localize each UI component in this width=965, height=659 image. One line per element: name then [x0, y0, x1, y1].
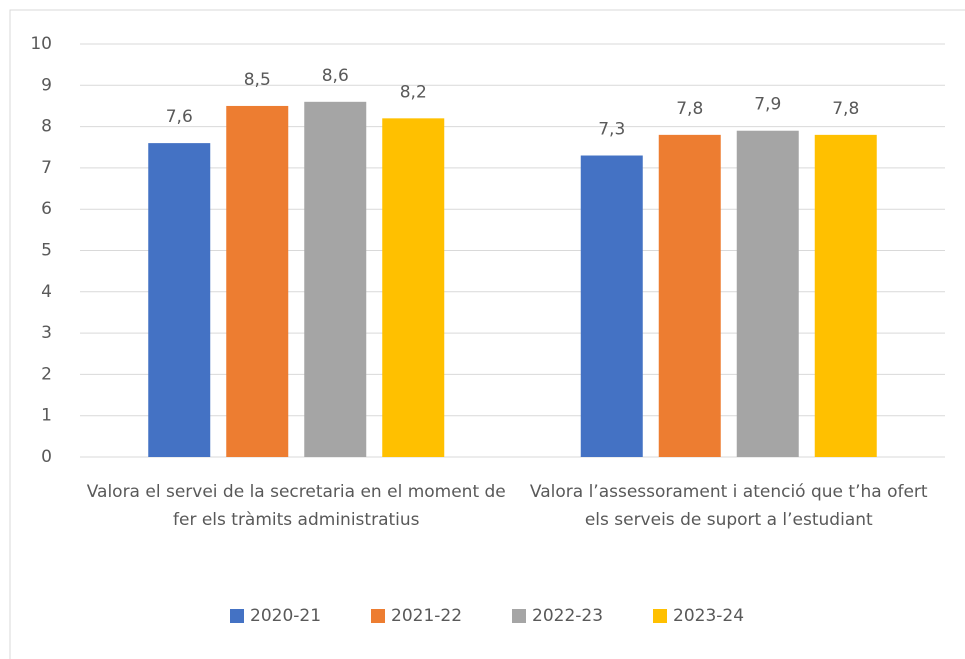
legend-label: 2022-23	[532, 606, 603, 626]
data-label: 7,3	[598, 120, 625, 140]
bar	[658, 134, 721, 458]
bar	[814, 134, 877, 458]
legend-swatch	[371, 609, 385, 623]
y-tick-label: 8	[41, 117, 52, 137]
y-tick-label: 5	[41, 241, 52, 261]
y-tick-label: 1	[41, 406, 52, 426]
y-tick-label: 10	[30, 34, 52, 54]
bar	[736, 130, 799, 458]
y-tick-label: 7	[41, 158, 52, 178]
bar	[148, 143, 211, 457]
data-label: 8,6	[322, 66, 349, 86]
data-label: 7,6	[166, 107, 193, 127]
legend-label: 2020-21	[250, 606, 321, 626]
x-tick-label: Valora el servei de la secretaria en el …	[86, 482, 506, 530]
x-tick-label: Valora l’assessorament i atenció que t’h…	[529, 482, 928, 530]
legend-label: 2021-22	[391, 606, 462, 626]
data-label: 7,9	[754, 95, 781, 115]
bar	[226, 105, 289, 457]
legend-label: 2023-24	[673, 606, 744, 626]
y-tick-label: 9	[41, 75, 52, 95]
legend-swatch	[653, 609, 667, 623]
data-label: 7,8	[832, 99, 859, 119]
y-tick-label: 0	[41, 447, 52, 467]
bar	[382, 118, 445, 457]
legend-swatch	[512, 609, 526, 623]
legend-swatch	[230, 609, 244, 623]
chart-frame	[9, 9, 965, 659]
y-tick-label: 4	[41, 282, 52, 302]
bar	[304, 101, 367, 457]
y-tick-label: 6	[41, 199, 52, 219]
data-label: 8,5	[244, 70, 271, 90]
data-label: 7,8	[676, 99, 703, 119]
bar	[580, 155, 643, 457]
data-label: 8,2	[400, 82, 427, 102]
y-tick-label: 2	[41, 364, 52, 384]
y-tick-label: 3	[41, 323, 52, 343]
